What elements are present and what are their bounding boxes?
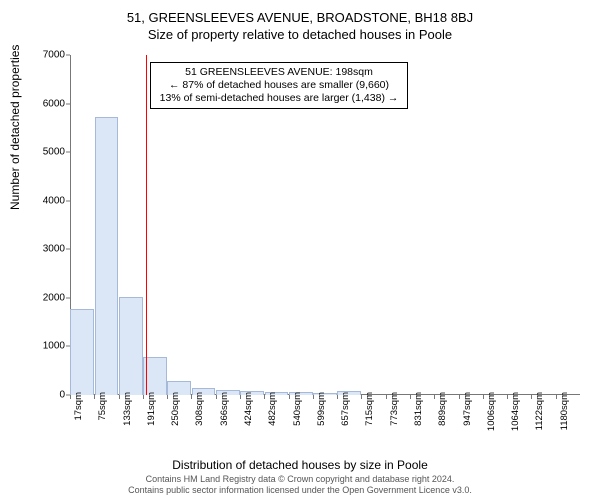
y-tick-label: 4000 [30,195,65,206]
plot-area: 51 GREENSLEEVES AVENUE: 198sqm ← 87% of … [70,55,580,395]
x-tick-mark [167,395,168,399]
y-tick-mark [66,249,70,250]
x-tick-mark [240,395,241,399]
y-tick-mark [66,103,70,104]
x-tick-mark [119,395,120,399]
footer-attribution: Contains HM Land Registry data © Crown c… [0,472,600,500]
y-tick-mark [66,152,70,153]
x-tick-mark [191,395,192,399]
x-tick-mark [531,395,532,399]
x-tick-mark [434,395,435,399]
chart-title-address: 51, GREENSLEEVES AVENUE, BROADSTONE, BH1… [0,0,600,25]
y-tick-label: 3000 [30,244,65,255]
x-tick-label: 889sqm [437,392,448,426]
x-tick-mark [289,395,290,399]
y-axis-label: Number of detached properties [8,45,22,210]
x-tick-mark [264,395,265,399]
y-tick-label: 6000 [30,98,65,109]
y-tick-mark [66,200,70,201]
annotation-line3: 13% of semi-detached houses are larger (… [157,92,401,105]
x-tick-mark [386,395,387,399]
chart-subtitle: Size of property relative to detached ho… [0,25,600,42]
x-tick-mark [143,395,144,399]
x-tick-mark [556,395,557,399]
x-tick-mark [216,395,217,399]
x-tick-label: 366sqm [219,392,230,426]
footer-line2: Contains public sector information licen… [0,485,600,496]
annotation-line2: ← 87% of detached houses are smaller (9,… [157,79,401,92]
x-tick-label: 1064sqm [510,392,521,431]
x-tick-label: 308sqm [194,392,205,426]
x-tick-label: 599sqm [316,392,327,426]
x-tick-label: 75sqm [97,392,108,421]
x-tick-label: 250sqm [170,392,181,426]
y-tick-label: 5000 [30,147,65,158]
x-tick-label: 947sqm [462,392,473,426]
x-tick-mark [337,395,338,399]
x-tick-mark [313,395,314,399]
x-tick-label: 191sqm [146,392,157,426]
x-tick-label: 1122sqm [534,392,545,430]
reference-line [146,55,147,395]
y-tick-label: 7000 [30,50,65,61]
histogram-bar [95,117,119,395]
y-tick-mark [66,55,70,56]
x-tick-label: 482sqm [267,392,278,426]
x-tick-mark [410,395,411,399]
x-tick-label: 715sqm [364,392,375,426]
histogram-bar [119,297,143,395]
y-tick-label: 2000 [30,292,65,303]
x-tick-mark [70,395,71,399]
x-tick-label: 1006sqm [486,392,497,431]
annotation-box: 51 GREENSLEEVES AVENUE: 198sqm ← 87% of … [150,62,408,109]
x-tick-label: 424sqm [243,392,254,426]
x-tick-label: 657sqm [340,392,351,426]
x-tick-label: 133sqm [122,392,133,426]
chart-container: { "titles": { "line1": "51, GREENSLEEVES… [0,0,600,500]
x-tick-mark [459,395,460,399]
x-tick-label: 1180sqm [559,392,570,430]
footer-line1: Contains HM Land Registry data © Crown c… [0,474,600,485]
y-tick-label: 0 [30,390,65,401]
x-tick-label: 773sqm [389,392,400,426]
x-axis-label: Distribution of detached houses by size … [0,458,600,472]
y-tick-label: 1000 [30,341,65,352]
histogram-bar [70,309,94,395]
x-tick-mark [94,395,95,399]
x-tick-label: 540sqm [292,392,303,426]
x-tick-label: 831sqm [413,392,424,426]
x-tick-label: 17sqm [73,392,84,421]
x-tick-mark [483,395,484,399]
x-tick-mark [361,395,362,399]
annotation-line1: 51 GREENSLEEVES AVENUE: 198sqm [157,66,401,79]
x-tick-mark [507,395,508,399]
y-tick-mark [66,297,70,298]
